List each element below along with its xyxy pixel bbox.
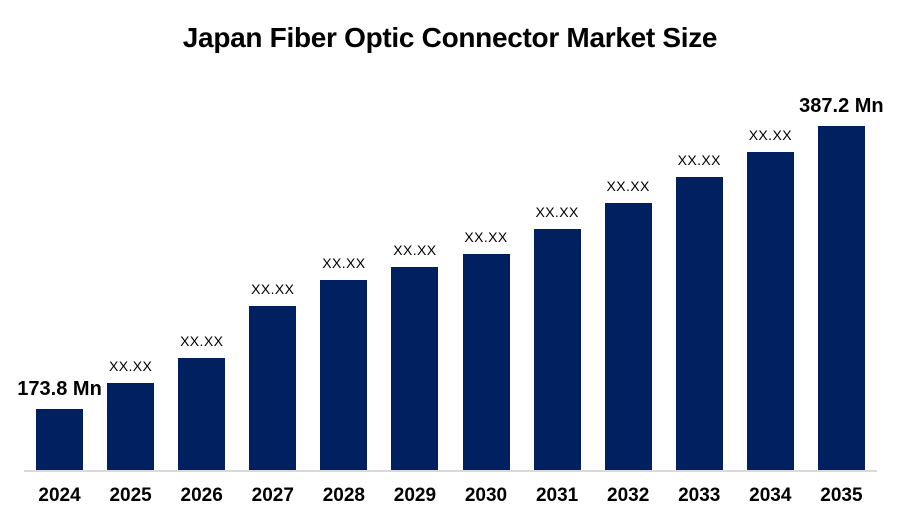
x-axis-label-2024: 2024 — [38, 485, 81, 506]
x-axis-label-2031: 2031 — [535, 485, 579, 506]
bars-container: 173.8 Mn XX.XX XX.XX XX.XX XX.XX XX.XX XX.XX XX… — [17, 95, 884, 470]
value-label-2025: XX.XX — [108, 357, 153, 374]
value-label-2026: XX.XX — [180, 332, 224, 349]
x-axis-label-2035: 2035 — [820, 485, 863, 506]
bar-2034 — [746, 152, 794, 470]
x-axis-label-2029: 2029 — [393, 485, 437, 506]
bar-column-2027: XX.XX — [237, 280, 308, 470]
bar-2032 — [604, 203, 652, 470]
bar-2026 — [178, 358, 226, 470]
value-label-2035: 387.2 Mn — [799, 95, 884, 117]
value-label-2024: 173.8 Mn — [17, 378, 102, 400]
value-label-2032: XX.XX — [606, 177, 650, 194]
value-label-2029: XX.XX — [393, 241, 437, 258]
x-axis-label-2025: 2025 — [109, 485, 152, 506]
bar-column-2034: XX.XX — [735, 126, 806, 470]
bar-column-2032: XX.XX — [593, 177, 664, 470]
bar-2030 — [462, 254, 510, 470]
x-axis-label-2026: 2026 — [180, 485, 223, 506]
bar-2025 — [107, 383, 155, 470]
bar-column-2031: XX.XX — [522, 203, 593, 470]
bar-2033 — [675, 177, 723, 470]
x-axis-label-2028: 2028 — [322, 485, 365, 506]
x-axis-label-2027: 2027 — [251, 485, 294, 506]
bar-2029 — [391, 267, 439, 470]
bar-column-2025: XX.XX — [95, 357, 166, 470]
bar-column-2033: XX.XX — [664, 151, 735, 470]
value-label-2028: XX.XX — [322, 254, 366, 271]
value-label-2031: XX.XX — [535, 203, 579, 220]
bar-column-2026: XX.XX — [166, 332, 237, 470]
value-label-2033: XX.XX — [677, 151, 721, 168]
bar-column-2029: XX.XX — [379, 241, 450, 470]
bar-2035 — [817, 126, 865, 470]
chart-title: Japan Fiber Optic Connector Market Size — [182, 22, 718, 53]
bar-column-2024: 173.8 Mn — [17, 378, 102, 470]
bar-2031 — [533, 229, 581, 470]
value-label-2030: XX.XX — [464, 228, 508, 245]
x-axis-labels-row: 2024 2025 2026 2027 2028 2029 2030 2031 2032 2033… — [24, 485, 877, 507]
bar-2028 — [320, 280, 368, 470]
x-axis-line — [24, 470, 877, 472]
value-label-2027: XX.XX — [251, 280, 295, 297]
bar-column-2035: 387.2 Mn — [799, 95, 884, 470]
x-axis-label-2032: 2032 — [607, 485, 650, 506]
x-axis-label-2034: 2034 — [749, 485, 792, 506]
x-axis-label-2033: 2033 — [678, 485, 721, 506]
bar-2027 — [249, 306, 297, 470]
bar-2024 — [36, 409, 84, 470]
bar-column-2030: XX.XX — [450, 228, 521, 470]
value-label-2034: XX.XX — [748, 126, 792, 143]
x-axis-label-2030: 2030 — [464, 485, 508, 506]
bar-column-2028: XX.XX — [308, 254, 379, 470]
